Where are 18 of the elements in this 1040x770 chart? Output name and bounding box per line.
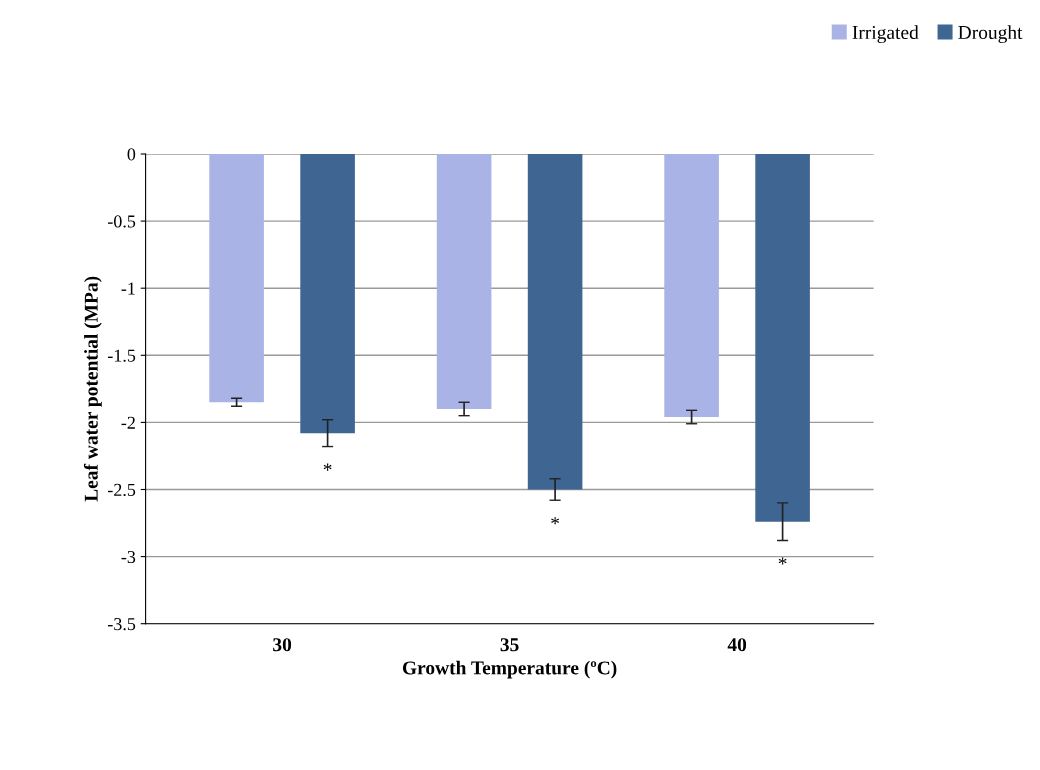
y-tick-label: -2.5 [107, 483, 136, 497]
y-tick-label: -1.5 [107, 349, 136, 362]
y-axis-title: Leaf water potential (MPa) [83, 276, 102, 502]
legend-label: Drought [958, 25, 1023, 44]
legend-label: Irrigated [852, 25, 919, 44]
annotation: * [551, 517, 560, 525]
y-tick-label: -3.5 [107, 618, 136, 631]
y-tick-label: -2 [121, 416, 135, 429]
annotation: * [323, 463, 332, 471]
annotation: * [778, 557, 787, 565]
x-axis-title: Growth Temperature (ºC) [402, 660, 617, 679]
y-tick-label: -1 [121, 282, 135, 295]
y-tick-label: 0 [127, 148, 136, 161]
x-tick-label: 35 [500, 638, 519, 652]
y-tick-label: -0.5 [107, 215, 136, 228]
x-tick-label: 40 [727, 638, 747, 652]
y-tick-label: -3 [121, 550, 136, 564]
x-tick-label: 30 [273, 638, 292, 652]
